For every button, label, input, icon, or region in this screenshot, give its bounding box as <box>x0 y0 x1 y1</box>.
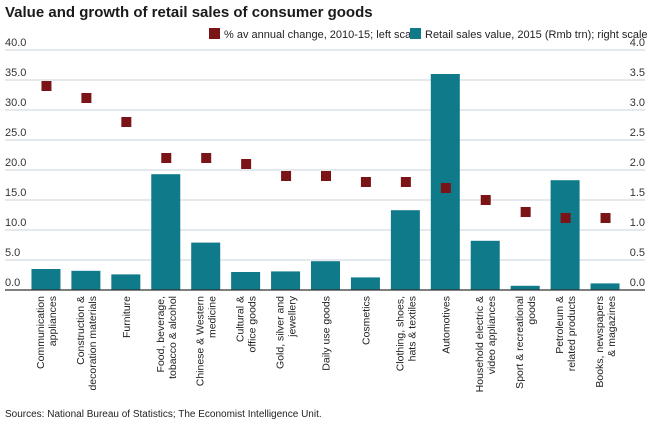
left-tick-label: 20.0 <box>5 157 26 169</box>
bar <box>151 174 181 290</box>
growth-marker <box>281 171 292 181</box>
category-label: goods <box>526 296 538 325</box>
left-tick-label: 15.0 <box>5 187 26 199</box>
left-tick-label: 25.0 <box>5 127 26 139</box>
gridlines <box>5 49 645 261</box>
category-label: & magazines <box>606 296 618 357</box>
category-label: video appliances <box>486 296 498 374</box>
growth-marker <box>321 171 331 181</box>
category-label: Communication <box>35 296 47 369</box>
growth-marker <box>520 207 531 217</box>
growth-marker <box>41 81 52 91</box>
left-tick-label: 40.0 <box>5 37 26 49</box>
category-label: Books, newspapers <box>594 296 606 388</box>
category-label: Sport & recreational <box>514 296 526 389</box>
category-label: hats & textiles <box>406 296 418 361</box>
category-label: Household electric & <box>474 296 486 392</box>
growth-marker <box>560 213 571 223</box>
bar <box>231 272 261 290</box>
bar <box>350 277 380 290</box>
category-label: appliances <box>47 296 59 346</box>
legend-marker-growth <box>209 28 220 39</box>
growth-marker <box>360 177 371 187</box>
legend-label-growth: % av annual change, 2010-15; left scale <box>224 29 420 41</box>
bar <box>111 274 141 290</box>
category-label: Cosmetics <box>360 296 372 345</box>
left-axis-ticks: 0.0 5.0 10.0 15.0 20.0 25.0 30.0 35.0 40.0 <box>5 37 26 289</box>
growth-marker <box>81 93 92 103</box>
bar <box>271 271 301 290</box>
category-label: Gold, silver and <box>275 296 287 369</box>
category-label: jewellery <box>287 295 299 338</box>
legend-label-sales: Retail sales value, 2015 (Rmb trn); righ… <box>425 29 648 41</box>
category-label: Clothing, shoes, <box>394 296 406 371</box>
category-label: Construction & <box>75 296 87 365</box>
bar <box>311 261 340 290</box>
category-label: medicine <box>207 296 219 338</box>
category-label: Automotives <box>440 296 452 354</box>
left-tick-label: 30.0 <box>5 97 26 109</box>
growth-marker <box>201 153 212 163</box>
right-tick-label: 4.0 <box>630 37 645 49</box>
bar <box>510 285 540 290</box>
bar <box>390 210 420 290</box>
growth-marker <box>400 177 411 187</box>
source-note: Sources: National Bureau of Statistics; … <box>5 409 322 420</box>
growth-marker <box>161 153 172 163</box>
growth-marker <box>600 213 611 223</box>
bar <box>31 269 61 290</box>
bar <box>191 242 221 290</box>
right-tick-label: 2.0 <box>630 157 645 169</box>
chart-title: Value and growth of retail sales of cons… <box>5 4 373 21</box>
left-tick-label: 5.0 <box>5 247 20 259</box>
growth-marker <box>121 117 132 127</box>
left-tick-label: 10.0 <box>5 217 26 229</box>
right-tick-label: 3.0 <box>630 97 645 109</box>
right-tick-label: 0.5 <box>630 247 645 259</box>
bar <box>470 240 500 290</box>
left-tick-label: 35.0 <box>5 67 26 79</box>
left-tick-label: 0.0 <box>5 277 20 289</box>
growth-marker <box>480 195 491 205</box>
category-label: office goods <box>247 296 259 352</box>
category-labels: Communication appliances Construction & dec… <box>35 295 618 392</box>
bar <box>550 180 580 290</box>
legend-marker-sales <box>410 28 421 39</box>
category-label: Food, beverage, <box>155 296 167 372</box>
category-label: tobacco & alcohol <box>167 296 179 379</box>
bar <box>590 283 620 290</box>
category-label: related products <box>566 296 578 371</box>
category-label: Chinese & Western <box>195 296 207 386</box>
right-tick-label: 2.5 <box>630 127 645 139</box>
marker-series <box>41 81 611 223</box>
right-tick-label: 1.5 <box>630 187 645 199</box>
category-label: decoration materials <box>87 296 99 391</box>
growth-marker <box>440 183 451 193</box>
category-label: Cultural & <box>235 296 247 342</box>
legend: % av annual change, 2010-15; left scale … <box>209 28 648 41</box>
category-label: Daily use goods <box>321 296 333 371</box>
right-tick-label: 3.5 <box>630 67 645 79</box>
category-label: Furniture <box>121 296 133 338</box>
category-label: Petroleum & <box>554 296 566 354</box>
bar-series <box>31 74 620 290</box>
bar <box>71 270 101 290</box>
growth-marker <box>241 159 252 169</box>
right-tick-label: 0.0 <box>630 277 645 289</box>
right-tick-label: 1.0 <box>630 217 645 229</box>
right-axis-ticks: 0.0 0.5 1.0 1.5 2.0 2.5 3.0 3.5 4.0 <box>630 37 645 289</box>
bar <box>430 74 460 290</box>
